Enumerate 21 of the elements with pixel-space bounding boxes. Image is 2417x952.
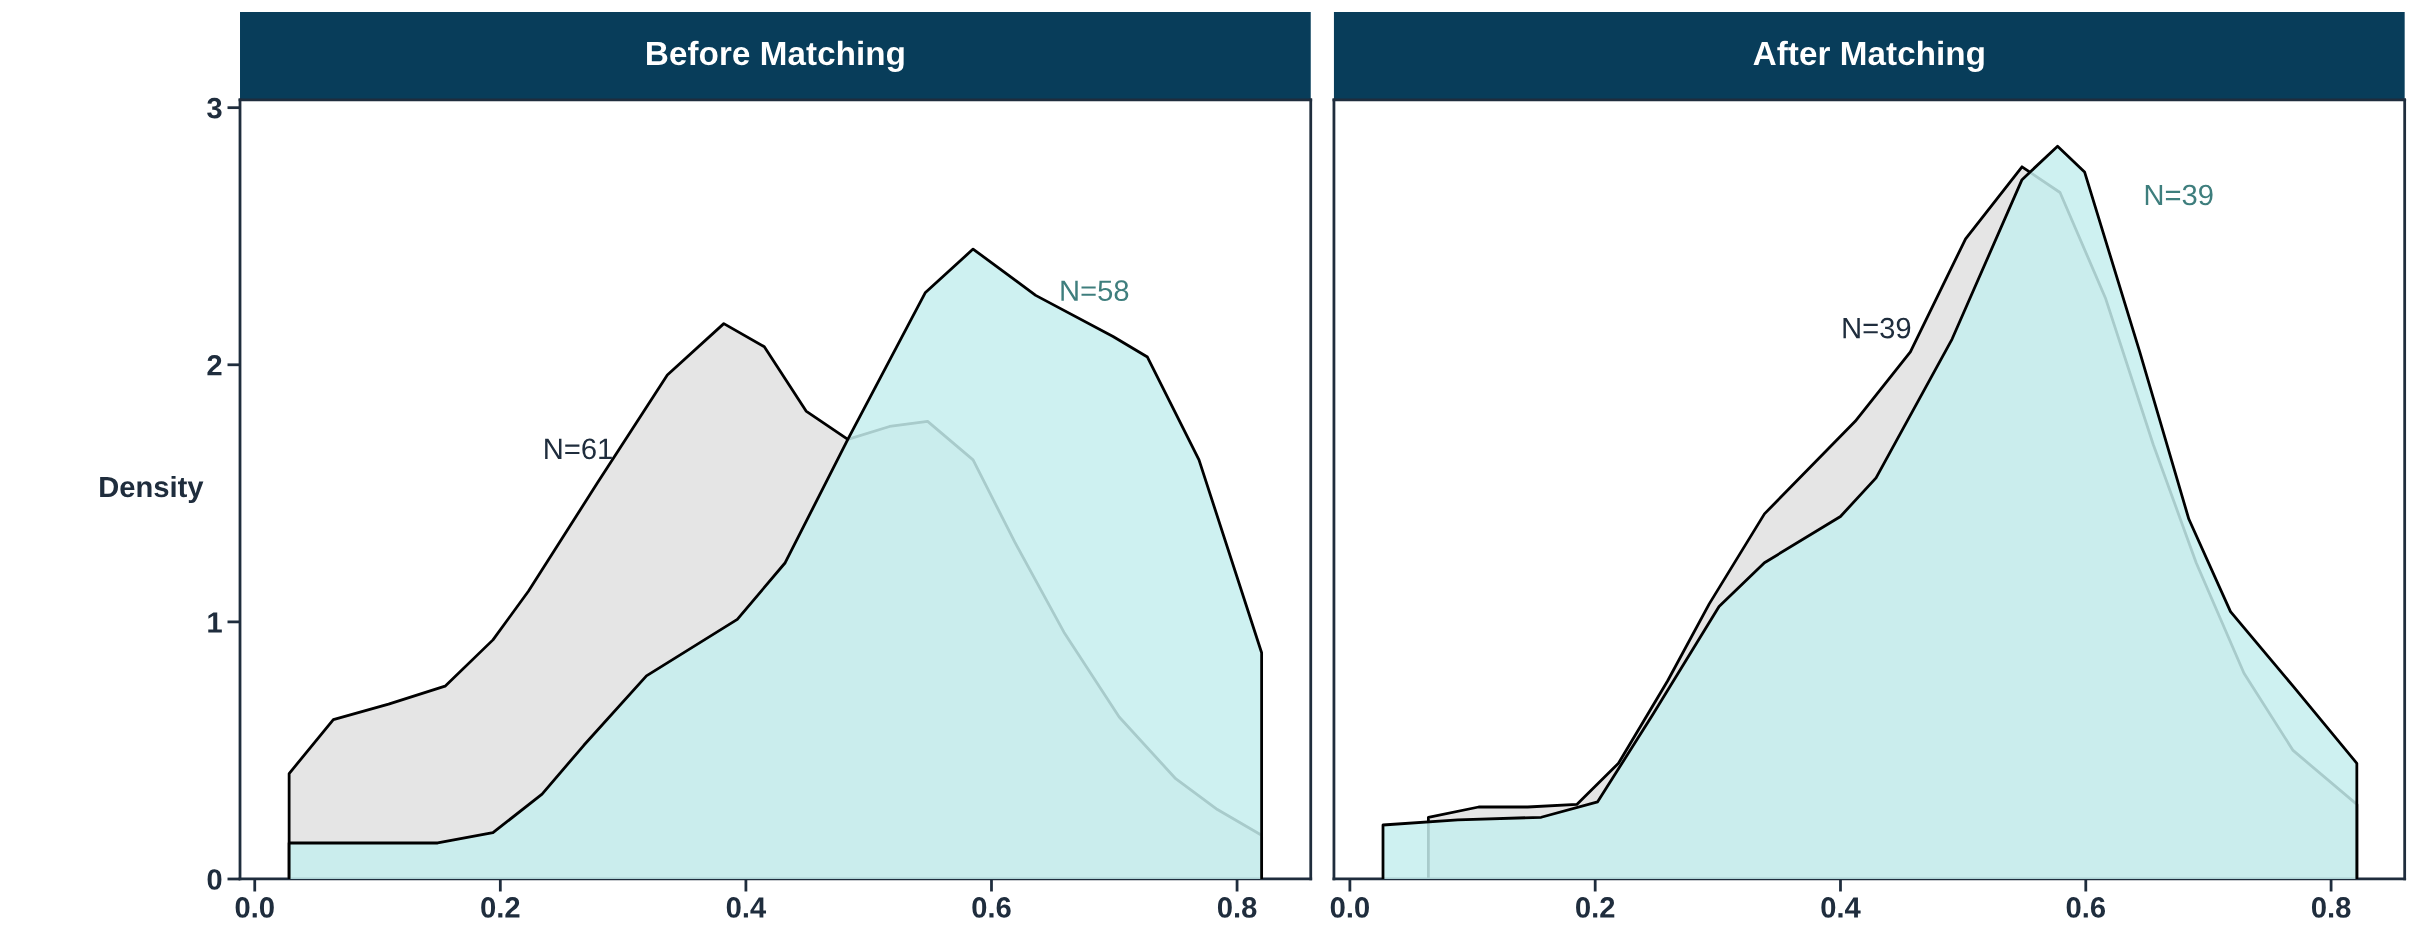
x-tick-label: 0.2 [481, 897, 520, 918]
x-tick-label: 0.2 [1576, 897, 1615, 918]
x-tick-label: 0.8 [1217, 897, 1257, 918]
y-tick-label: 2 [207, 354, 222, 376]
chart-title: Before Matching [647, 40, 904, 72]
x-tick-label: 0.8 [2311, 897, 2351, 918]
x-tick-label: 0.4 [726, 897, 767, 918]
y-axis-title: Density [100, 475, 204, 504]
series-label: N=61 [545, 438, 612, 460]
series-label: N=39 [2145, 184, 2213, 206]
x-tick-label: 0.0 [1330, 897, 1369, 918]
x-tick-label: 0.6 [2066, 897, 2105, 918]
x-tick-label: 0.6 [972, 897, 1011, 918]
y-tick-label: 1 [208, 612, 222, 633]
x-tick-label: 0.0 [235, 897, 274, 918]
series-label: N=39 [1843, 317, 1911, 339]
y-tick-label: 0 [207, 869, 222, 890]
x-tick-label: 0.4 [1821, 897, 1861, 918]
series-label: N=58 [1061, 280, 1129, 301]
y-tick-label: 3 [207, 97, 222, 119]
chart-title: After Matching [1753, 40, 1984, 72]
